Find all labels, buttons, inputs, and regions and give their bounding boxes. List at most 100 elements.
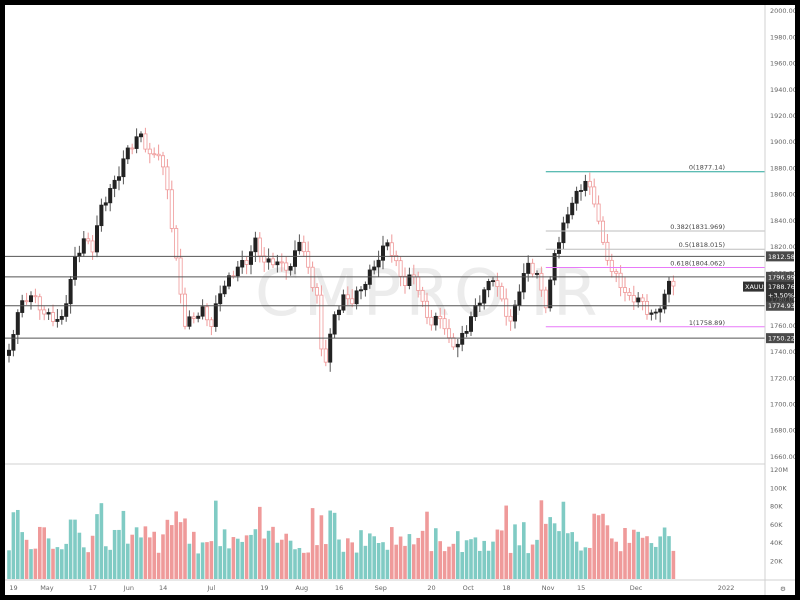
candle-body	[618, 272, 623, 289]
fib-level-label: 0.382(1831.969)	[670, 223, 725, 231]
volume-bar	[16, 509, 20, 579]
price-tick-label: 1840.000	[770, 217, 795, 225]
volume-bar	[500, 530, 504, 579]
price-tick-label: 1780.000	[770, 296, 795, 304]
candle-body	[292, 250, 297, 267]
price-tick-label: 1660.000	[770, 453, 795, 461]
volume-bar	[68, 519, 73, 579]
volume-bar	[478, 550, 482, 579]
price-tick-label: 1680.000	[770, 427, 795, 435]
volume-bar	[38, 526, 42, 579]
candle-body	[438, 315, 443, 320]
volume-tick-label: 100K	[770, 484, 787, 492]
candle-body	[385, 242, 390, 247]
candle-body	[248, 251, 253, 265]
volume-bar	[95, 514, 99, 579]
volume-bar	[579, 550, 583, 579]
candle-body	[218, 293, 223, 305]
time-tick-label: Dec	[630, 584, 643, 592]
volume-bar	[645, 536, 649, 579]
candle-body	[59, 316, 64, 320]
price-chart[interactable]: CMPRO.IR 1812.5801796.9901774.9301750.22…	[5, 5, 795, 595]
candle-body	[596, 203, 601, 222]
volume-bar	[117, 529, 121, 579]
candle-body	[495, 280, 500, 287]
candle-body	[389, 242, 394, 256]
price-tick-label: 1820.000	[770, 243, 795, 251]
volume-bar	[148, 537, 152, 579]
level-layer: 1812.580 1796.990 1774.930 1750.220 0(1877.1…	[5, 164, 795, 344]
candle-body	[565, 214, 570, 224]
candle-body	[363, 283, 368, 291]
candle-body	[178, 257, 183, 295]
volume-bar	[319, 515, 324, 579]
symbol-tag-bg	[743, 281, 764, 292]
volume-bar	[293, 549, 297, 579]
volume-bar	[231, 537, 236, 579]
volume-bar	[139, 537, 143, 579]
volume-bar	[442, 551, 447, 579]
volume-bar	[636, 531, 640, 579]
volume-tick-label: 80K	[770, 503, 783, 511]
candle-body	[574, 190, 579, 204]
volume-bar	[244, 535, 249, 579]
candle-body	[539, 273, 544, 291]
candle-body	[398, 260, 403, 277]
volume-bar	[627, 542, 632, 579]
candle-body	[429, 316, 434, 326]
volume-bar	[280, 539, 284, 579]
candle-body	[627, 292, 632, 296]
price-tick-label: 1700.000	[770, 400, 795, 408]
volume-bar	[438, 541, 442, 579]
volume-bar	[240, 541, 244, 579]
time-tick-label: 18	[502, 584, 510, 592]
candle-body	[86, 238, 91, 242]
volume-bar	[420, 530, 425, 579]
candle-body	[477, 302, 482, 306]
volume-bar	[618, 551, 623, 579]
volume-bar	[249, 534, 253, 579]
candle-body	[28, 295, 33, 303]
chart-frame: CMPRO.IR 1812.5801796.9901774.9301750.22…	[5, 5, 795, 595]
volume-bar	[99, 503, 104, 579]
volume-bar	[548, 517, 552, 579]
volume-bar	[143, 526, 148, 579]
candle-body	[332, 314, 337, 335]
volume-bar	[623, 528, 627, 579]
candle-body	[156, 153, 161, 157]
volume-bar	[42, 527, 46, 579]
volume-bar	[372, 536, 376, 579]
candle-body	[455, 343, 460, 348]
candle-body	[504, 298, 509, 317]
volume-bar	[398, 536, 403, 579]
candle-body	[112, 179, 117, 189]
fib-level-label: 0.618(1804.062)	[670, 260, 725, 268]
candle-body	[81, 238, 86, 254]
volume-bar	[178, 522, 183, 579]
candle-body	[535, 273, 540, 275]
candle-body	[191, 316, 196, 319]
candle-body	[196, 315, 201, 319]
volume-bar	[112, 529, 117, 579]
volume-bar	[416, 537, 420, 579]
candle-body	[424, 300, 429, 318]
volume-bar	[368, 533, 372, 579]
candle-body	[138, 133, 143, 138]
volume-bar	[394, 544, 398, 579]
candle-body	[583, 180, 588, 191]
candle-body	[55, 319, 60, 322]
candle-body	[204, 306, 209, 321]
candle-body	[209, 319, 214, 327]
volume-bar	[434, 528, 438, 579]
volume-bar	[253, 529, 258, 579]
volume-bar	[266, 530, 271, 579]
volume-bar	[108, 549, 112, 579]
volume-bar	[632, 529, 636, 579]
volume-bar	[557, 531, 561, 579]
time-tick-label: 19	[9, 584, 17, 592]
level-price-tag-bg	[766, 251, 794, 262]
volume-bar	[566, 533, 570, 579]
volume-bar	[640, 537, 645, 579]
candle-body	[336, 309, 341, 316]
volume-bar	[456, 531, 460, 579]
